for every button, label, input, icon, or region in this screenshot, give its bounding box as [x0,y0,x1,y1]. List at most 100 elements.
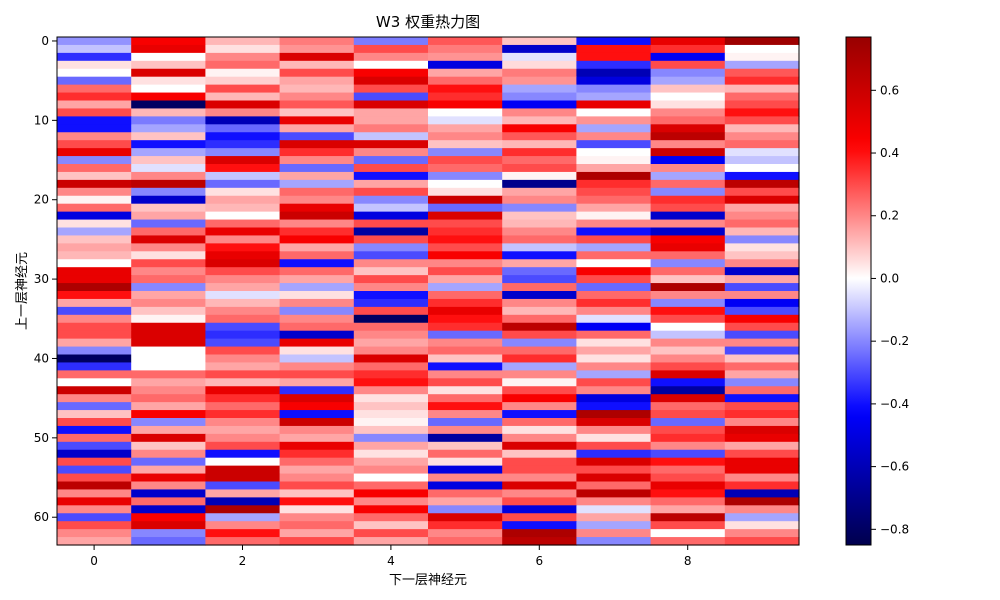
heatmap-cell [428,219,503,229]
heatmap-cell [205,386,281,395]
heatmap-cell [724,219,800,229]
heatmap-cell [353,211,429,221]
heatmap-cell [205,418,281,427]
heatmap-cell [131,481,206,491]
heatmap-cell [724,235,800,244]
heatmap-cell [502,425,577,435]
heatmap-cell [353,116,429,125]
y-tick-label: 60 [34,510,49,524]
heatmap-cell [131,354,206,364]
heatmap-cell [205,489,281,498]
heatmap-cell [502,259,577,268]
heatmap-cell [353,84,429,94]
heatmap-cell [724,370,800,379]
heatmap-cell [205,298,281,308]
heatmap-cell [57,76,132,86]
heatmap-cell [57,164,132,173]
heatmap-cell [724,457,800,467]
chart-title: W3 权重热力图 [376,13,480,31]
heatmap-cell [576,378,652,387]
heatmap-cell [650,537,726,546]
heatmap-cell [650,92,726,102]
heatmap-cell [279,243,355,252]
heatmap-cell [279,171,355,181]
heatmap-cell [502,227,577,237]
heatmap-cell [576,251,652,260]
heatmap-cell [57,537,132,546]
heatmap-cell [205,513,281,522]
heatmap-cell [428,465,503,475]
heatmap-cell [353,394,429,403]
heatmap-cell [428,283,503,292]
heatmap-cell [353,140,429,149]
heatmap-cell [576,52,652,62]
heatmap-cell [205,283,281,292]
heatmap-cell [650,338,726,348]
heatmap-cell [57,148,132,157]
colorbar-tick-label: 0.2 [880,209,899,223]
heatmap-cell [57,203,132,213]
heatmap-cell [131,164,206,173]
heatmap-cell [353,489,429,498]
heatmap-cell [279,68,355,78]
heatmap-cell [650,68,726,78]
heatmap-cell [205,164,281,173]
heatmap-cell [57,251,132,260]
heatmap-cell [502,433,577,443]
heatmap-cell [428,370,503,379]
heatmap-cell [353,227,429,237]
heatmap-cell [353,322,429,332]
heatmap-cell [131,235,206,244]
heatmap-cell [131,44,206,54]
heatmap-cell [650,251,726,260]
heatmap-cell [279,60,355,70]
heatmap-cell [650,441,726,451]
heatmap-cell [502,132,577,141]
heatmap-cell [57,68,132,78]
heatmap-cell [502,211,577,221]
heatmap-cell [205,457,281,467]
heatmap-cell [502,108,577,117]
heatmap-cell [428,410,503,419]
heatmap-cell [57,362,132,371]
heatmap-cell [576,481,652,491]
heatmap-cell [502,187,577,197]
heatmap-cell [502,60,577,70]
heatmap-cell [576,92,652,102]
heatmap-cell [428,148,503,157]
heatmap-cell [502,513,577,522]
heatmap-cell [724,449,800,459]
heatmap-cell [428,203,503,213]
heatmap-cell [576,211,652,221]
heatmap-cell [279,441,355,451]
heatmap-cell [131,338,206,348]
heatmap-cell [502,235,577,244]
heatmap-cell [650,187,726,197]
heatmap-cell [131,52,206,62]
heatmap-cell [502,394,577,403]
heatmap-cell [428,251,503,260]
heatmap-cell [502,37,577,46]
heatmap-cell [502,164,577,173]
heatmap-cell [428,513,503,522]
heatmap-cell [353,92,429,102]
heatmap-cell [57,322,132,332]
heatmap-cell [724,84,800,94]
heatmap-cell [205,60,281,70]
heatmap-cell [131,227,206,237]
heatmap-cell [724,410,800,419]
heatmap-cell [428,441,503,451]
heatmap-cell [279,187,355,197]
heatmap-cell [279,354,355,364]
heatmap-cell [428,489,503,498]
heatmap-cell [502,465,577,475]
heatmap-cell [576,410,652,419]
heatmap-cell [205,402,281,411]
heatmap-cell [650,521,726,530]
colorbar-tick-label: 0.6 [880,83,899,97]
heatmap-cell [724,203,800,213]
heatmap-cell [428,354,503,364]
heatmap-cell [205,203,281,213]
heatmap-cell [57,243,132,252]
heatmap-cell [650,283,726,292]
